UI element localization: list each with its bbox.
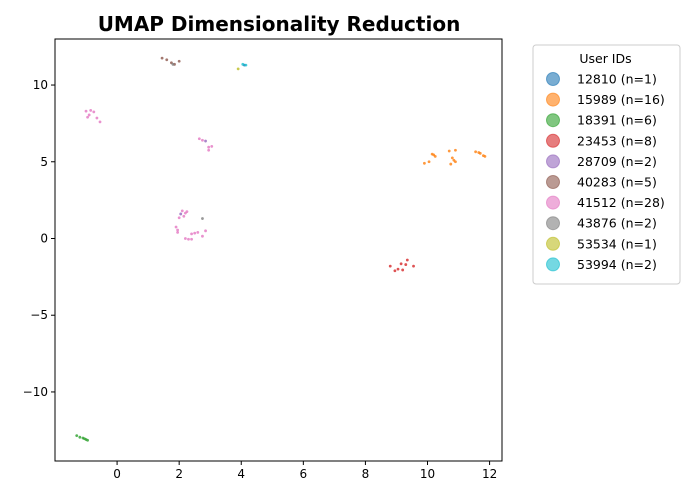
- data-point: [86, 115, 89, 119]
- data-point: [452, 158, 456, 162]
- data-point: [236, 67, 240, 71]
- data-point: [204, 139, 207, 143]
- data-point: [176, 230, 180, 234]
- data-point: [98, 120, 102, 124]
- data-point: [89, 108, 93, 112]
- data-point: [449, 162, 453, 166]
- data-point: [404, 263, 408, 266]
- data-point: [401, 268, 405, 272]
- data-point: [180, 209, 184, 213]
- legend-marker: [546, 195, 560, 210]
- legend-marker: [546, 175, 560, 189]
- data-point: [78, 435, 82, 439]
- legend-entry-label: 40283 (n=5): [577, 175, 657, 190]
- x-tick-label: 8: [362, 467, 370, 481]
- data-point: [86, 438, 89, 442]
- y-tick-label: 5: [40, 155, 48, 169]
- data-point: [244, 63, 248, 67]
- legend-marker: [546, 133, 560, 148]
- data-point: [193, 231, 197, 235]
- data-point: [427, 160, 431, 164]
- data-point: [405, 258, 409, 262]
- data-point: [399, 262, 403, 266]
- data-point: [177, 216, 181, 220]
- axes-frame: [54, 38, 503, 462]
- data-point: [87, 113, 91, 117]
- data-point: [187, 237, 190, 241]
- legend-marker: [546, 113, 560, 128]
- x-tick-label: 12: [482, 467, 497, 481]
- data-point: [423, 161, 426, 165]
- data-point: [201, 234, 204, 238]
- chart-title: UMAP Dimensionality Reduction: [98, 12, 461, 36]
- x-tick-label: 6: [300, 467, 308, 481]
- data-point: [171, 62, 175, 66]
- data-point: [201, 217, 204, 220]
- data-point: [450, 156, 454, 160]
- legend-title: User IDs: [579, 51, 631, 66]
- legend-entry-label: 12810 (n=1): [577, 72, 657, 87]
- data-point: [478, 151, 482, 155]
- data-point: [190, 232, 193, 236]
- legend-entry-label: 18391 (n=6): [577, 113, 657, 128]
- data-point: [388, 264, 392, 268]
- legend-entry-label: 15989 (n=16): [577, 92, 665, 107]
- legend-entry-label: 41512 (n=28): [577, 195, 665, 210]
- data-point: [393, 269, 397, 273]
- legend-entry-label: 28709 (n=2): [577, 154, 657, 169]
- data-point: [396, 267, 400, 271]
- data-point: [197, 137, 201, 141]
- data-point: [207, 145, 211, 149]
- data-point: [176, 228, 180, 232]
- data-point: [182, 214, 186, 218]
- legend-marker: [546, 92, 560, 107]
- legend-marker: [546, 154, 560, 169]
- data-point: [432, 153, 436, 157]
- legend-entry-label: 43876 (n=2): [577, 216, 657, 231]
- data-point: [474, 150, 478, 154]
- data-point: [75, 434, 79, 438]
- legend-marker: [546, 257, 560, 272]
- data-point: [177, 59, 181, 63]
- legend-entry-label: 53994 (n=2): [577, 257, 657, 272]
- y-tick-label: −5: [30, 308, 48, 322]
- legend-marker: [546, 236, 560, 251]
- data-point: [196, 230, 200, 234]
- data-point: [185, 210, 189, 214]
- data-point: [201, 138, 204, 142]
- data-point: [241, 62, 245, 66]
- legend-marker: [546, 72, 560, 86]
- legend-marker: [546, 216, 560, 231]
- data-point: [190, 237, 193, 241]
- data-point: [210, 145, 214, 148]
- data-point: [179, 212, 183, 216]
- data-point: [84, 109, 88, 113]
- data-point: [412, 264, 415, 268]
- data-point: [447, 149, 451, 153]
- data-point: [92, 110, 96, 114]
- data-point: [204, 229, 207, 233]
- data-point: [95, 116, 99, 120]
- x-tick-label: 10: [420, 467, 435, 481]
- y-tick-label: 10: [33, 78, 48, 92]
- x-tick-label: 2: [175, 467, 183, 481]
- data-point: [454, 148, 457, 152]
- data-point: [183, 237, 187, 240]
- plot-area: 0 2 4 6 8 10 12 −10 −5 0 5 10: [23, 38, 503, 481]
- data-point: [483, 154, 487, 158]
- legend-entry-label: 53534 (n=1): [577, 236, 657, 251]
- legend: User IDs 12810 (n=1) 15989 (n=16) 18391 (n=…: [532, 44, 681, 285]
- x-tick-label: 4: [237, 467, 245, 481]
- data-point: [160, 56, 164, 60]
- legend-entry-label: 23453 (n=8): [577, 133, 657, 148]
- x-tick-label: 0: [113, 467, 121, 481]
- data-point: [207, 148, 211, 152]
- y-tick-label: −10: [23, 385, 48, 399]
- legend-box: [532, 44, 681, 285]
- data-point: [165, 58, 169, 62]
- data-point: [174, 225, 178, 229]
- y-tick-label: 0: [40, 231, 48, 245]
